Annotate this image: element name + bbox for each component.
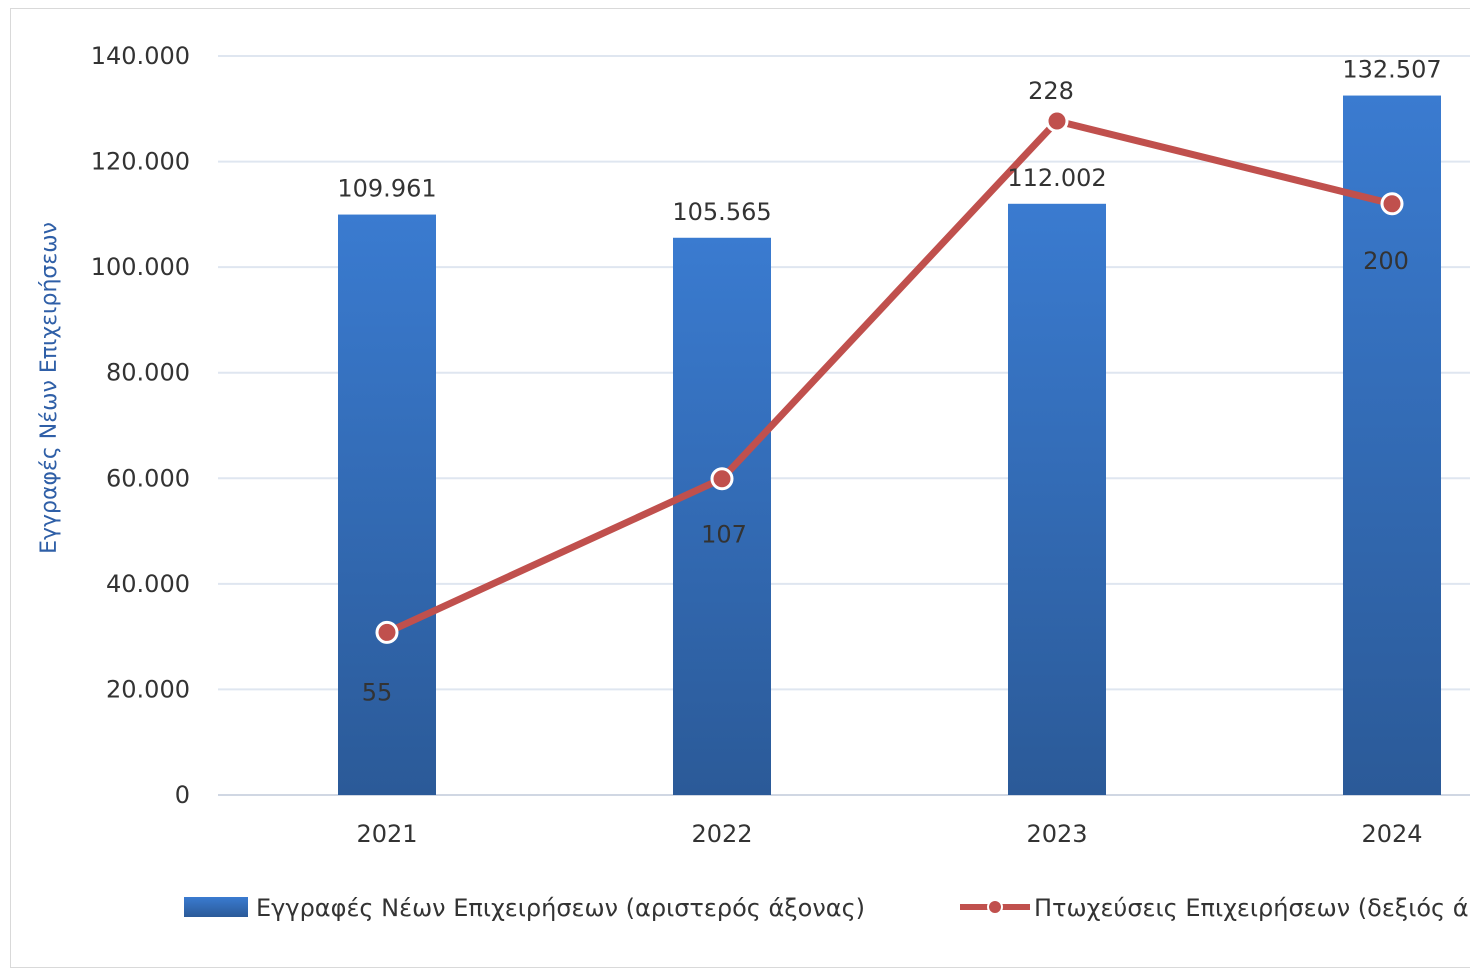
x-tick-label: 2022 bbox=[691, 820, 752, 848]
y-tick-label: 0 bbox=[175, 781, 190, 809]
x-tick-label: 2021 bbox=[356, 820, 417, 848]
y-tick-label: 40.000 bbox=[106, 570, 190, 598]
y-tick-label: 120.000 bbox=[91, 148, 190, 176]
y-axis-ticks: 0 20.000 40.000 60.000 80.000 100.000 120.000 1… bbox=[91, 42, 190, 809]
bars bbox=[338, 95, 1441, 796]
line-value-label: 228 bbox=[1028, 77, 1074, 105]
legend-bar-swatch bbox=[184, 897, 248, 917]
y-tick-label: 60.000 bbox=[106, 464, 190, 492]
line-value-label: 55 bbox=[362, 678, 393, 706]
bar-value-label: 109.961 bbox=[337, 175, 436, 203]
bar-value-label: 105.565 bbox=[672, 198, 771, 226]
legend: Εγγραφές Νέων Επιχειρήσεων (αριστερός άξ… bbox=[184, 894, 1469, 922]
line-value-label: 107 bbox=[701, 521, 747, 549]
y-tick-label: 100.000 bbox=[91, 253, 190, 281]
y-axis-label: Εγγραφές Νέων Επιχειρήσεων bbox=[37, 222, 62, 554]
legend-line-label: Πτωχεύσεις Επιχειρήσεων (δεξιός ά bbox=[1034, 894, 1469, 922]
line-series bbox=[375, 109, 1404, 644]
bar-value-label: 112.002 bbox=[1007, 164, 1106, 192]
line-point bbox=[1045, 109, 1069, 133]
data-labels: 109.961 105.565 112.002 132.507 55 107 228 200 bbox=[337, 56, 1441, 707]
y-tick-label: 80.000 bbox=[106, 359, 190, 387]
line-point bbox=[375, 620, 399, 644]
y-tick-label: 140.000 bbox=[91, 42, 190, 70]
line-point bbox=[1380, 192, 1404, 216]
legend-line-marker bbox=[987, 899, 1003, 915]
bar bbox=[673, 237, 771, 796]
x-tick-label: 2023 bbox=[1026, 820, 1087, 848]
bar bbox=[1008, 203, 1106, 796]
bar bbox=[338, 214, 436, 796]
line-path bbox=[385, 117, 1393, 636]
x-axis-ticks: 2021 2022 2023 2024 bbox=[356, 820, 1422, 848]
x-tick-label: 2024 bbox=[1361, 820, 1422, 848]
line-value-label: 200 bbox=[1363, 247, 1409, 275]
legend-bar-label: Εγγραφές Νέων Επιχειρήσεων (αριστερός άξ… bbox=[256, 894, 865, 922]
y-tick-label: 20.000 bbox=[106, 675, 190, 703]
bar-value-label: 132.507 bbox=[1342, 56, 1441, 84]
line-point bbox=[710, 467, 734, 491]
